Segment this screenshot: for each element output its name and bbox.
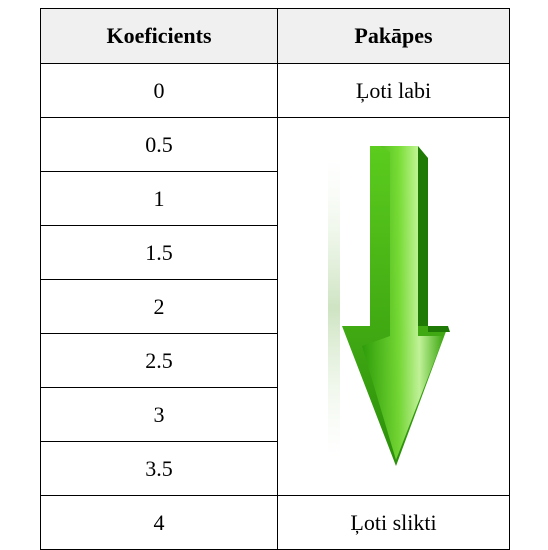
table-row: 0 Ļoti labi [40,63,510,118]
table-row: 0.5 [40,117,510,496]
table-row: 1.5 [40,225,510,280]
arrow-cell [277,117,510,496]
coefficient-cell: 4 [40,495,278,550]
header-cell: Koeficients [40,8,278,64]
coefficient-cell: 1 [40,171,278,226]
coefficient-cell: 0 [40,63,278,118]
table-row: 4 Ļoti slikti [40,495,510,550]
coefficient-cell: 3 [40,387,278,442]
coefficient-cell: 0.5 [40,117,278,172]
coefficient-cell: 1.5 [40,225,278,280]
coefficient-cell: 2 [40,279,278,334]
table-body: 0 Ļoti labi 0.5 1 1.5 2 2.5 3 3.5 4 Ļoti slikti [40,63,510,550]
header-cell: Pakāpes [277,8,510,64]
grade-cell: Ļoti labi [277,63,510,118]
grade-cell: Ļoti slikti [277,495,510,550]
header-row: Koeficients Pakāpes [40,8,510,64]
table-row: 2.5 [40,333,510,388]
table-row: 3.5 [40,441,510,496]
table-row: 3 [40,387,510,442]
down-arrow [328,146,450,466]
grade-table: Koeficients Pakāpes 0 Ļoti labi 0.5 1 1.5 2 2.… [40,8,510,550]
coefficient-cell: 2.5 [40,333,278,388]
table-row: 1 [40,171,510,226]
coefficient-cell: 3.5 [40,441,278,496]
